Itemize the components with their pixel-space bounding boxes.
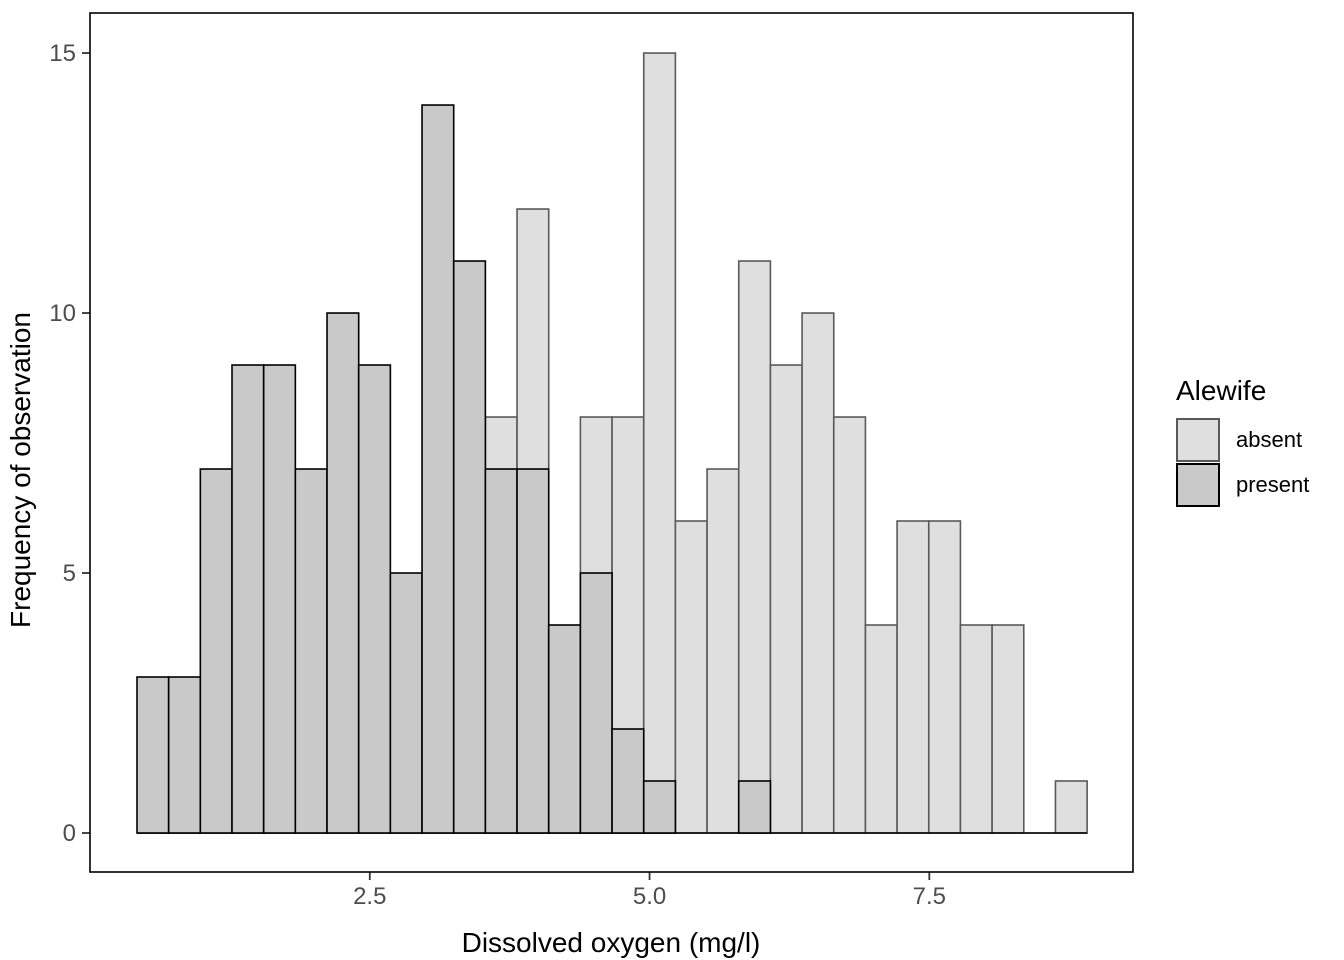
histogram-bar-present: [421, 104, 455, 834]
legend-label-present: present: [1236, 472, 1310, 497]
y-axis-tick-label: 5: [63, 560, 76, 587]
histogram-bar-absent: [737, 260, 772, 834]
legend: Alewife absent present: [1176, 376, 1309, 508]
legend-label-absent: absent: [1236, 427, 1303, 452]
y-axis-tick-label: 0: [63, 820, 76, 847]
panel-border: [89, 12, 1134, 873]
histogram-bars: [136, 52, 1088, 834]
x-axis-title: Dissolved oxygen (mg/l): [462, 927, 761, 958]
histogram-bar-present: [136, 676, 170, 834]
legend-title: Alewife: [1176, 375, 1267, 406]
histogram-bar-present: [389, 572, 423, 834]
legend-swatch-present: [1176, 463, 1220, 507]
histogram-bar-present: [199, 468, 233, 834]
histogram-bar-absent: [864, 624, 898, 834]
histogram-bar-absent: [927, 520, 962, 834]
y-axis-tick-label: 10: [49, 300, 76, 327]
histogram-bar-present: [262, 364, 297, 834]
x-axis-tick-label: 5.0: [633, 883, 666, 910]
histogram-bar-present: [326, 312, 360, 834]
legend-swatch-absent: [1176, 418, 1220, 462]
histogram-bar-absent: [991, 624, 1025, 834]
histogram-bar-absent: [959, 624, 993, 834]
y-axis-title: Frequency of observation: [5, 312, 36, 628]
histogram-bar-present: [294, 468, 328, 834]
x-axis-tick-label: 7.5: [913, 883, 946, 910]
histogram-bar-present: [357, 364, 392, 834]
histogram-bar-absent: [706, 468, 740, 834]
y-axis: 0 5 10 15: [49, 40, 90, 847]
histogram-bar-present: [452, 260, 487, 834]
legend-item-absent: absent: [1176, 418, 1309, 462]
histogram-bar-absent: [769, 364, 803, 834]
histogram-bar-absent: [832, 416, 867, 834]
legend-item-present: present: [1176, 463, 1309, 507]
histogram-bar-present: [579, 572, 613, 834]
histogram-bar-present: [611, 728, 645, 834]
histogram-bar-absent: [801, 312, 835, 834]
histogram-bar-present: [516, 468, 550, 834]
histogram-bar-present: [547, 624, 582, 834]
histogram-bar-present: [167, 676, 202, 834]
histogram-bar-present: [737, 780, 772, 834]
histogram-bar-present: [642, 780, 677, 834]
x-axis: 2.5 5.0 7.5: [353, 872, 946, 910]
histogram-bar-absent: [674, 520, 708, 834]
histogram-bar-present: [231, 364, 265, 834]
histogram-bar-absent: [642, 52, 677, 834]
x-axis-tick-label: 2.5: [353, 883, 386, 910]
histogram-bar-absent: [896, 520, 930, 834]
histogram-bar-absent: [1054, 780, 1088, 834]
y-axis-tick-label: 15: [49, 40, 76, 67]
histogram-bar-present: [484, 468, 518, 834]
